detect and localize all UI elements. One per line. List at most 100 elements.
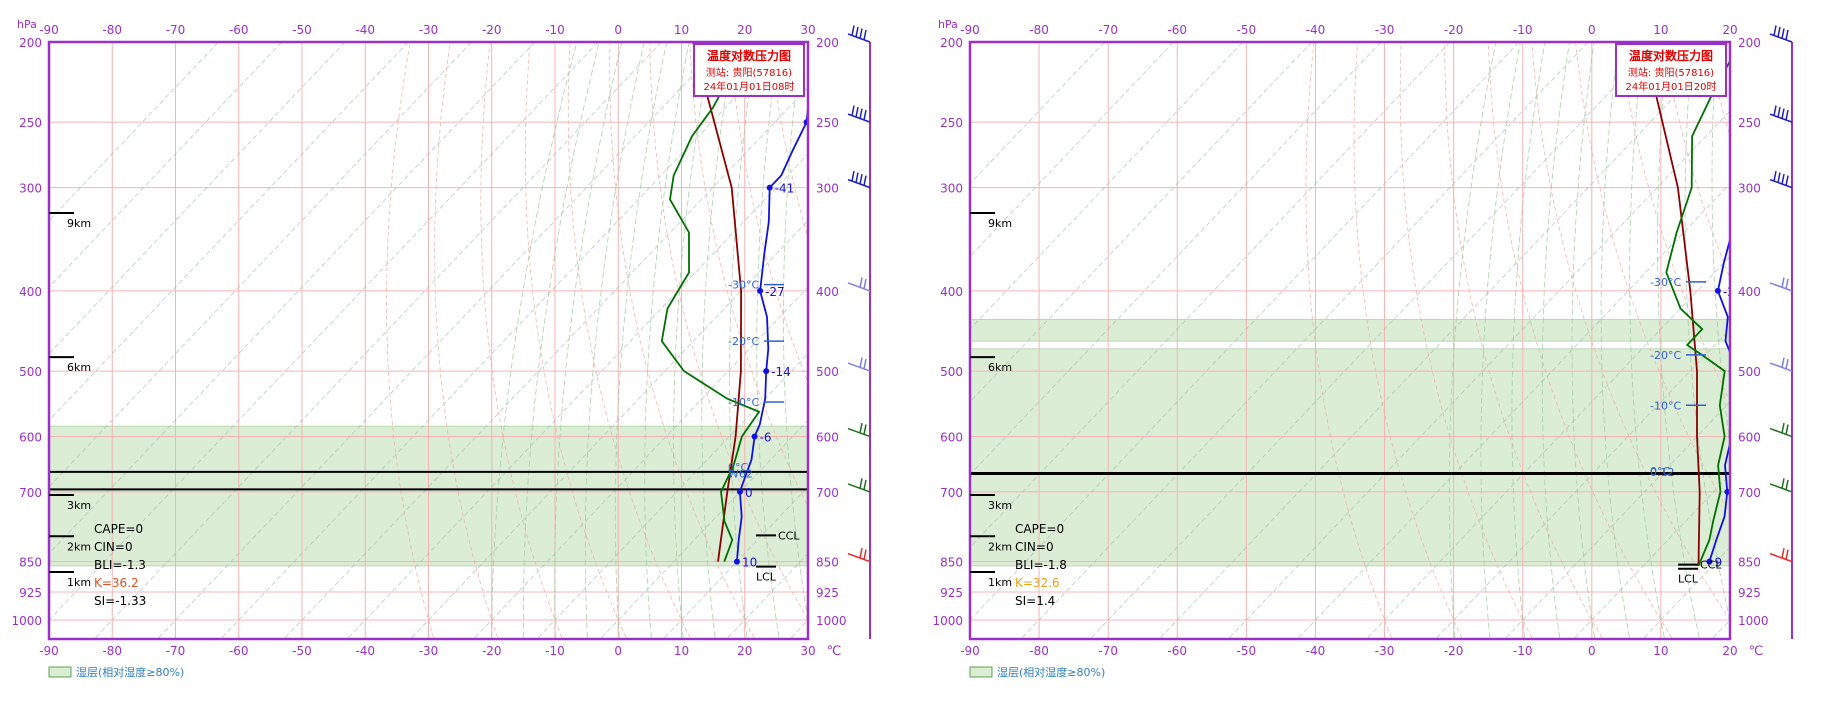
wind-barb-flag [859, 422, 863, 434]
x-tick-label-top: -10 [545, 23, 565, 37]
x-tick-label-top: -50 [292, 23, 312, 37]
wind-barb-flag [859, 28, 863, 39]
pressure-label-right: 850 [816, 556, 839, 570]
x-tick-label-bottom: -60 [229, 644, 249, 658]
x-tick-label-bottom: -20 [1444, 644, 1464, 658]
wind-barb-flag [1773, 170, 1777, 182]
temperature-point [757, 287, 764, 294]
wind-barb [847, 552, 871, 563]
x-tick-label-bottom: 0 [614, 644, 622, 658]
pressure-label-right: 300 [816, 182, 839, 196]
temperature-point-label: -51 [1794, 36, 1814, 50]
chart-title: 温度对数压力图 [1629, 48, 1713, 63]
bli-value: BLI=-1.3 [94, 558, 146, 572]
wind-barb-flag [1777, 26, 1781, 38]
x-axis-unit: ℃ [827, 644, 842, 659]
pressure-label-left: 300 [19, 182, 42, 196]
pressure-label-right: 700 [1738, 486, 1761, 500]
pressure-label-right: 200 [816, 36, 839, 50]
height-mark-label: 6km [988, 361, 1012, 374]
pressure-label-left: 1000 [932, 614, 963, 628]
cin-value: CIN=0 [94, 540, 133, 554]
wind-barb-flag [1785, 175, 1789, 186]
wind-barb-flag [855, 26, 859, 38]
x-tick-label-bottom: 20 [737, 644, 752, 658]
pressure-label-left: 925 [940, 586, 963, 600]
wind-barb-flag [851, 25, 855, 36]
isotherm-line [158, 42, 726, 638]
pressure-label-left: 850 [19, 556, 42, 570]
isotherm-line [1229, 110, 1730, 638]
isotherm-line [49, 42, 536, 555]
ccl-label: CCL [1700, 559, 1722, 572]
humid-layer [970, 348, 1730, 567]
pressure-label-left: 250 [940, 116, 963, 130]
moist-adiabat [1511, 42, 1546, 638]
temperature-point [763, 368, 770, 375]
temperature-point [1724, 488, 1730, 495]
pressure-label-right: 700 [816, 486, 839, 500]
wind-barb-flag [855, 106, 859, 118]
temperature-curve [736, 99, 808, 562]
moist-adiabat [1480, 42, 1521, 638]
wind-barb [1769, 282, 1793, 292]
moist-adiabat [614, 42, 668, 638]
legend-swatch [969, 666, 993, 678]
x-tick-label-bottom: 10 [674, 644, 689, 658]
pressure-label-right: 300 [1738, 182, 1761, 196]
bli-value: BLI=-1.8 [1015, 558, 1067, 572]
temperature-point [733, 558, 740, 565]
x-tick-label-bottom: -50 [1237, 644, 1257, 658]
wind-barb-flag [1781, 478, 1785, 489]
temperature-point-label: -41 [775, 182, 795, 196]
wind-barb-flag [1777, 106, 1781, 118]
isotherm-line [49, 42, 346, 355]
wind-barb-flag [1781, 547, 1785, 559]
chart-panel-2: -51-43-37-27-14-529-90-90-80-80-70-70-60… [932, 18, 1814, 679]
wind-barb-flag [1781, 108, 1785, 119]
dry-adiabat [386, 42, 434, 638]
x-tick-label-bottom: 10 [1653, 644, 1668, 658]
moist-adiabat [523, 42, 600, 638]
wind-barb-flag [1785, 278, 1789, 290]
dry-adiabat [1488, 42, 1673, 638]
x-tick-label-bottom: -40 [1306, 644, 1326, 658]
humid-layer [970, 318, 1730, 342]
parcel-curve [1642, 42, 1701, 566]
time-label: 24年01月01日08时 [704, 80, 795, 93]
x-tick-label-top: -40 [355, 23, 375, 37]
temperature-point [1706, 558, 1713, 565]
isotherm-line [970, 42, 1244, 330]
isotherm-line [970, 42, 1175, 257]
isotherm-label: -10°C [728, 396, 759, 409]
x-tick-label-top: -50 [1237, 23, 1257, 37]
wind-barb-flag [859, 547, 863, 559]
dry-adiabat [1531, 42, 1730, 621]
pressure-label-left: 500 [19, 365, 42, 379]
legend-swatch [48, 666, 72, 678]
pressure-label-left: 600 [940, 431, 963, 445]
y-axis-unit: hPa [938, 18, 958, 31]
x-tick-label-top: -20 [482, 23, 502, 37]
pressure-label-right: 500 [1738, 365, 1761, 379]
moist-adiabat [1711, 42, 1730, 445]
wind-barb-flag [1781, 277, 1785, 288]
temperature-point-label: -27 [765, 285, 785, 299]
wind-barb-flag [855, 172, 859, 183]
pressure-label-left: 925 [19, 586, 42, 600]
temperature-point [751, 433, 758, 440]
height-mark-label: 9km [67, 217, 91, 230]
moist-adiabat [1448, 42, 1497, 638]
height-mark-label: 2km [988, 540, 1012, 553]
dry-adiabat [649, 42, 808, 621]
legend-label: 湿层(相对湿度≥80%) [997, 665, 1105, 679]
moist-adiabat [1571, 42, 1595, 638]
isotherm-line [1022, 42, 1589, 638]
wind-barb-flag [1781, 28, 1785, 39]
x-tick-label-bottom: -70 [1098, 644, 1118, 658]
x-tick-label-top: -70 [1098, 23, 1118, 37]
si-value: SI=-1.33 [94, 594, 146, 608]
dewpoint-curve [660, 42, 761, 562]
